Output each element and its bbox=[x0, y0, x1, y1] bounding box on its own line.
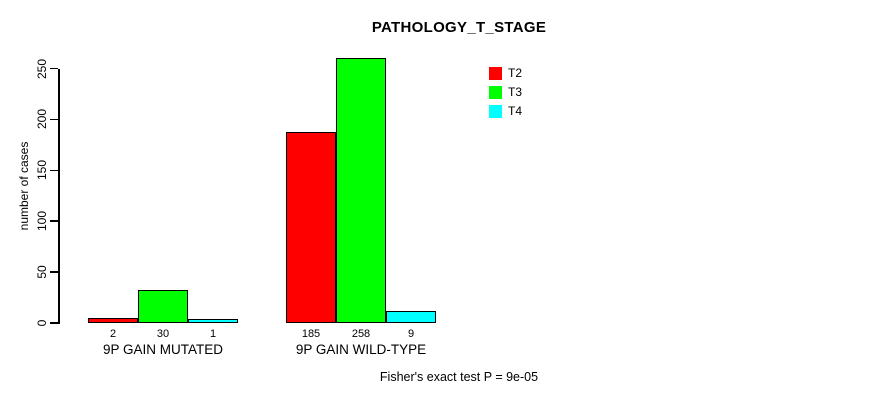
y-tick-label: 100 bbox=[35, 211, 49, 232]
chart-title: PATHOLOGY_T_STAGE bbox=[371, 19, 547, 36]
y-tick-label: 0 bbox=[35, 319, 49, 327]
legend-swatch-icon bbox=[489, 67, 502, 80]
legend-entry-t3: T3 bbox=[489, 86, 522, 99]
bar-t4-group1 bbox=[188, 319, 238, 324]
legend: T2 T3 T4 bbox=[489, 67, 522, 124]
y-tick-label: 200 bbox=[35, 109, 49, 130]
bar-value-label: 258 bbox=[351, 328, 371, 340]
y-tick-label: 250 bbox=[35, 58, 49, 79]
bar-t2-group1 bbox=[88, 318, 138, 324]
y-tick bbox=[50, 271, 58, 273]
legend-entry-t2: T2 bbox=[489, 67, 522, 80]
y-axis-label: number of cases bbox=[17, 141, 31, 231]
legend-label: T4 bbox=[508, 104, 523, 118]
y-axis-line bbox=[58, 68, 60, 325]
y-tick bbox=[50, 67, 58, 70]
legend-label: T2 bbox=[508, 66, 523, 80]
legend-swatch-icon bbox=[489, 105, 502, 118]
bar-t2-group2 bbox=[286, 132, 336, 324]
y-tick bbox=[50, 169, 58, 171]
y-tick bbox=[50, 322, 58, 324]
category-label: 9P GAIN MUTATED bbox=[102, 342, 224, 357]
bar-t3-group2 bbox=[336, 58, 386, 324]
legend-label: T3 bbox=[508, 85, 523, 99]
y-tick-label: 150 bbox=[35, 160, 49, 181]
bar-t4-group2 bbox=[386, 311, 436, 324]
bar-value-label: 30 bbox=[156, 328, 170, 340]
annotation-text: Fisher's exact test P = 9e-05 bbox=[379, 370, 539, 384]
y-tick bbox=[50, 220, 58, 222]
bar-value-label: 185 bbox=[301, 328, 321, 340]
y-tick bbox=[50, 118, 58, 121]
category-label: 9P GAIN WILD-TYPE bbox=[295, 342, 427, 357]
legend-swatch-icon bbox=[489, 86, 502, 99]
y-tick-label: 50 bbox=[35, 265, 49, 279]
legend-entry-t4: T4 bbox=[489, 105, 522, 118]
bar-t3-group1 bbox=[138, 289, 188, 324]
bar-value-label: 1 bbox=[209, 328, 217, 340]
bar-value-label: 2 bbox=[109, 328, 117, 340]
bar-value-label: 9 bbox=[407, 328, 415, 340]
